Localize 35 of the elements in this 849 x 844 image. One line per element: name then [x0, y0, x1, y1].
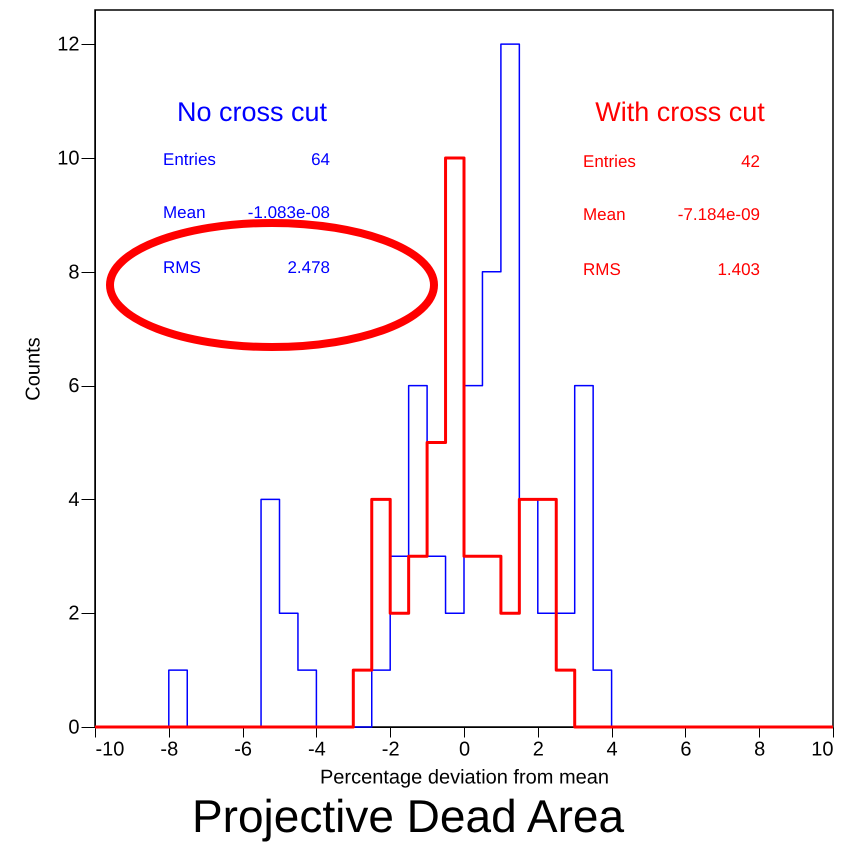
x-tick-label: 6: [680, 738, 692, 760]
annotation: RMS: [163, 258, 201, 277]
x-tick-label: -10: [96, 738, 124, 760]
annotation: RMS: [583, 260, 621, 279]
annotation: 42: [741, 152, 760, 171]
y-tick-label: 0: [68, 716, 80, 738]
annotation: -7.184e-09: [678, 205, 760, 224]
y-tick-label: 12: [57, 34, 80, 56]
annotation: Entries: [583, 152, 636, 171]
y-axis-title: Counts: [22, 337, 44, 401]
x-tick-label: 0: [458, 738, 470, 760]
y-tick-label: 2: [68, 602, 80, 625]
annotation: -1.083e-08: [248, 203, 330, 222]
annotation: Mean: [163, 203, 206, 222]
x-tick-label: -6: [234, 738, 252, 760]
x-tick-label: 2: [532, 738, 544, 760]
text: With cross cut: [595, 97, 766, 127]
annotation: 64: [311, 150, 330, 169]
x-tick-label: 8: [754, 738, 766, 760]
x-tick-label: -8: [160, 738, 178, 760]
text: Projective Dead Area: [192, 790, 624, 842]
y-tick-label: 8: [68, 261, 80, 284]
x-tick-label: 10: [811, 738, 834, 760]
x-axis-title: Percentage deviation from mean: [320, 766, 610, 788]
text: No cross cut: [176, 97, 328, 127]
y-tick-label: 4: [68, 488, 80, 511]
x-tick-label: 4: [606, 738, 618, 760]
annotation: 2.478: [287, 258, 330, 277]
annotation: Mean: [583, 205, 626, 224]
y-tick-label: 6: [68, 375, 80, 398]
y-tick-label: 10: [57, 147, 80, 170]
annotation: Entries: [163, 150, 216, 169]
x-tick-label: -2: [382, 738, 400, 760]
annotation: 1.403: [717, 260, 760, 279]
x-tick-label: -4: [308, 738, 326, 760]
